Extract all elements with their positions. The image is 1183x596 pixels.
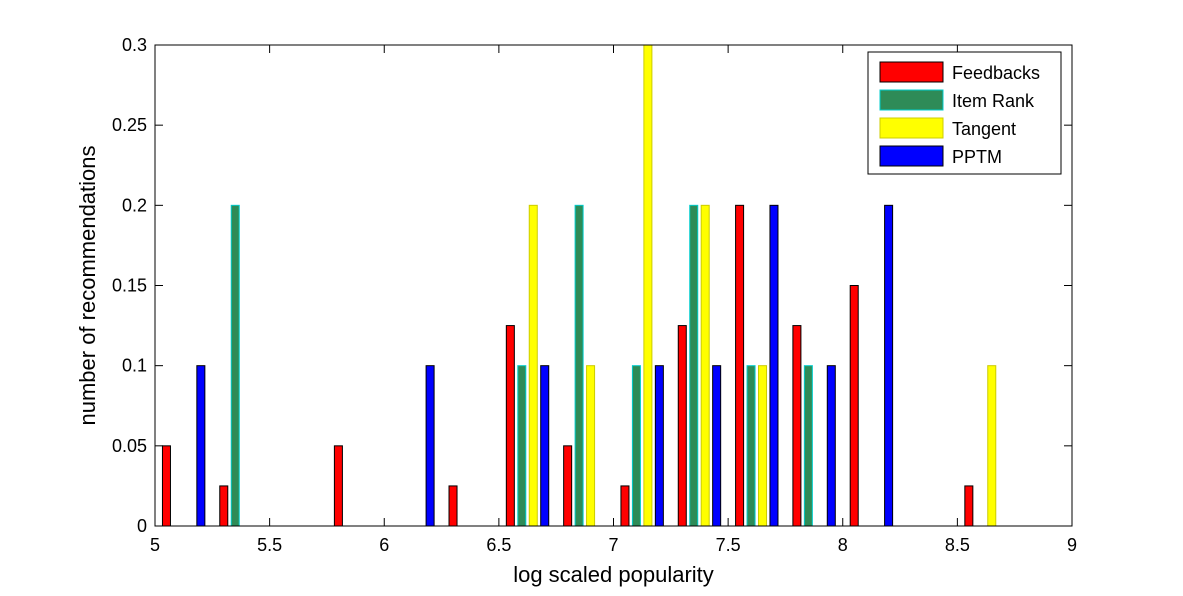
- y-tick-label: 0.2: [122, 195, 147, 215]
- bar-feedbacks-6: [505, 325, 515, 527]
- y-tick-label: 0.3: [122, 35, 147, 55]
- bar-tangent-6: [528, 204, 538, 527]
- legend-swatch-tangent: [879, 117, 944, 139]
- bar-item-rank-8: [631, 365, 641, 527]
- bar-item-rank-1: [230, 204, 240, 527]
- bar-tangent-14: [987, 365, 997, 527]
- y-tick-label: 0.15: [112, 276, 147, 296]
- bar-pptm-10: [769, 204, 779, 527]
- bar-feedbacks-12: [849, 285, 859, 527]
- legend-swatch-item-rank: [879, 89, 944, 111]
- bar-feedbacks-9: [677, 325, 687, 527]
- bar-pptm-9: [712, 365, 722, 527]
- bar-tangent-7: [586, 365, 596, 527]
- y-tick-label: 0: [137, 516, 147, 536]
- x-tick-label: 5.5: [257, 535, 282, 555]
- legend-label-pptm: PPTM: [952, 147, 1002, 167]
- legend-label-feedbacks: Feedbacks: [952, 63, 1040, 83]
- bar-feedbacks-7: [563, 445, 573, 527]
- bar-tangent-9: [700, 204, 710, 527]
- bar-feedbacks-1: [219, 485, 229, 527]
- bar-feedbacks-5: [448, 485, 458, 527]
- bar-item-rank-7: [574, 204, 584, 527]
- x-tick-label: 7: [608, 535, 618, 555]
- bar-tangent-10: [758, 365, 768, 527]
- bar-pptm-4: [425, 365, 435, 527]
- x-tick-label: 8: [838, 535, 848, 555]
- bar-item-rank-9: [689, 204, 699, 527]
- axes-layer: 5 5.5 6 6.5 7 7.5 8 8.5 9 0 0.05 0.1 0.15 0.2 0.25 0.3: [112, 35, 1077, 555]
- legend-swatch-pptm: [879, 145, 944, 167]
- bar-pptm-8: [654, 365, 664, 527]
- bars-layer: [161, 44, 997, 527]
- x-axis-label: log scaled popularity: [513, 562, 714, 587]
- x-tick-label: 8.5: [945, 535, 970, 555]
- y-tick-label: 0.1: [122, 356, 147, 376]
- bar-pptm-0: [196, 365, 206, 527]
- y-axis-label: number of recommendations: [75, 145, 100, 425]
- bar-feedbacks-3: [333, 445, 343, 527]
- bar-feedbacks-10: [735, 204, 745, 527]
- bar-pptm-12: [884, 204, 894, 527]
- x-tick-label: 9: [1067, 535, 1077, 555]
- bar-item-rank-11: [803, 365, 813, 527]
- x-tick-label: 6: [379, 535, 389, 555]
- x-tick-label: 5: [150, 535, 160, 555]
- bar-tangent-8: [643, 44, 653, 527]
- bar-item-rank-6: [517, 365, 527, 527]
- legend-label-tangent: Tangent: [952, 119, 1016, 139]
- legend-swatch-feedbacks: [879, 61, 944, 83]
- x-tick-label: 6.5: [486, 535, 511, 555]
- y-tick-label: 0.05: [112, 436, 147, 456]
- bar-pptm-6: [540, 365, 550, 527]
- x-tick-label: 7.5: [716, 535, 741, 555]
- bar-feedbacks-0: [161, 445, 171, 527]
- legend-label-item-rank: Item Rank: [952, 91, 1035, 111]
- bar-pptm-11: [826, 365, 836, 527]
- bar-item-rank-10: [746, 365, 756, 527]
- bar-feedbacks-14: [964, 485, 974, 527]
- bar-feedbacks-8: [620, 485, 630, 527]
- legend: Feedbacks Item Rank Tangent PPTM: [867, 51, 1062, 175]
- y-tick-label: 0.25: [112, 115, 147, 135]
- bar-feedbacks-11: [792, 325, 802, 527]
